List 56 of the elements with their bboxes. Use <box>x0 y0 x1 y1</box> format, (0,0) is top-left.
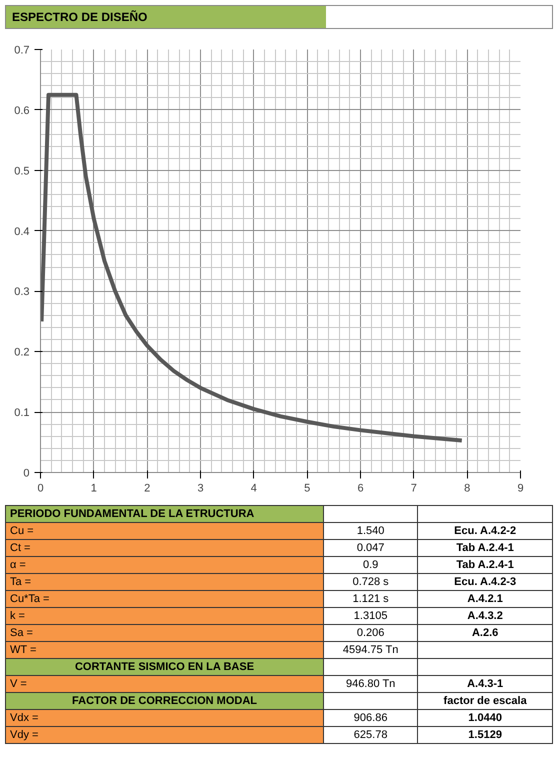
text: 1.3105 <box>324 608 418 624</box>
x-tick-label: 6 <box>357 482 364 494</box>
text: Cu*Ta = <box>6 590 324 608</box>
y-tick-label: 0.1 <box>14 407 30 420</box>
text: α = <box>6 556 324 574</box>
text: 0.9 <box>324 556 418 574</box>
text: 1.5129 <box>418 726 552 744</box>
text: 4594.75 Tn <box>324 642 418 658</box>
x-tick-label: 5 <box>304 482 310 494</box>
x-tick-label: 4 <box>250 482 257 494</box>
text: Tab A.2.4-1 <box>418 556 552 574</box>
text: factor de escala <box>418 692 552 710</box>
text: 906.86 <box>324 710 418 726</box>
text: 625.78 <box>324 726 418 744</box>
text: Ct = <box>6 540 324 556</box>
y-tick-label: 0.3 <box>14 286 30 298</box>
text: 0.047 <box>324 540 418 556</box>
x-tick-label: 8 <box>464 482 470 494</box>
text: Vdy = <box>6 726 324 744</box>
text: PERIODO FUNDAMENTAL DE LA ETRUCTURA <box>6 506 324 522</box>
x-tick-label: 0 <box>37 482 44 494</box>
text: 0.728 s <box>324 574 418 590</box>
text: 946.80 Tn <box>324 676 418 692</box>
text: 1.121 s <box>324 590 418 608</box>
x-tick-label: 1 <box>90 482 97 494</box>
y-tick-label: 0 <box>23 468 30 480</box>
text: A.2.6 <box>418 624 552 642</box>
y-tick-label: 0.6 <box>14 104 30 117</box>
text: Ecu. A.4.2-2 <box>418 522 552 540</box>
text: Sa = <box>6 624 324 642</box>
y-tick-label: 0.2 <box>14 346 30 359</box>
text: V = <box>6 676 324 692</box>
x-tick-label: 2 <box>144 482 150 494</box>
y-tick-label: 0.7 <box>14 44 30 56</box>
text: WT = <box>6 642 324 658</box>
text: Ta = <box>6 574 324 590</box>
text: 1.540 <box>324 522 418 540</box>
text: A.4.3-1 <box>418 676 552 692</box>
text: FACTOR DE CORRECCION MODAL <box>6 692 324 710</box>
text: A.4.3.2 <box>418 608 552 624</box>
text: A.4.2.1 <box>418 590 552 608</box>
line-series <box>40 92 464 442</box>
y-tick-label: 0.4 <box>14 226 30 238</box>
y-tick-label: 0.5 <box>14 165 30 178</box>
text: Tab A.2.4-1 <box>418 540 552 556</box>
text: 0.206 <box>324 624 418 642</box>
text: 1.0440 <box>418 710 552 726</box>
text: Vdx = <box>6 710 324 726</box>
text: Cu = <box>6 522 324 540</box>
chart-title: ESPECTRO DE DISEÑO <box>6 6 326 28</box>
x-tick-label: 7 <box>410 482 417 494</box>
text: k = <box>6 608 324 624</box>
x-tick-label: 9 <box>517 482 524 494</box>
text: CORTANTE SISMICO EN LA BASE <box>6 658 324 676</box>
x-tick-label: 3 <box>197 482 204 494</box>
text: Ecu. A.4.2-3 <box>418 574 552 590</box>
